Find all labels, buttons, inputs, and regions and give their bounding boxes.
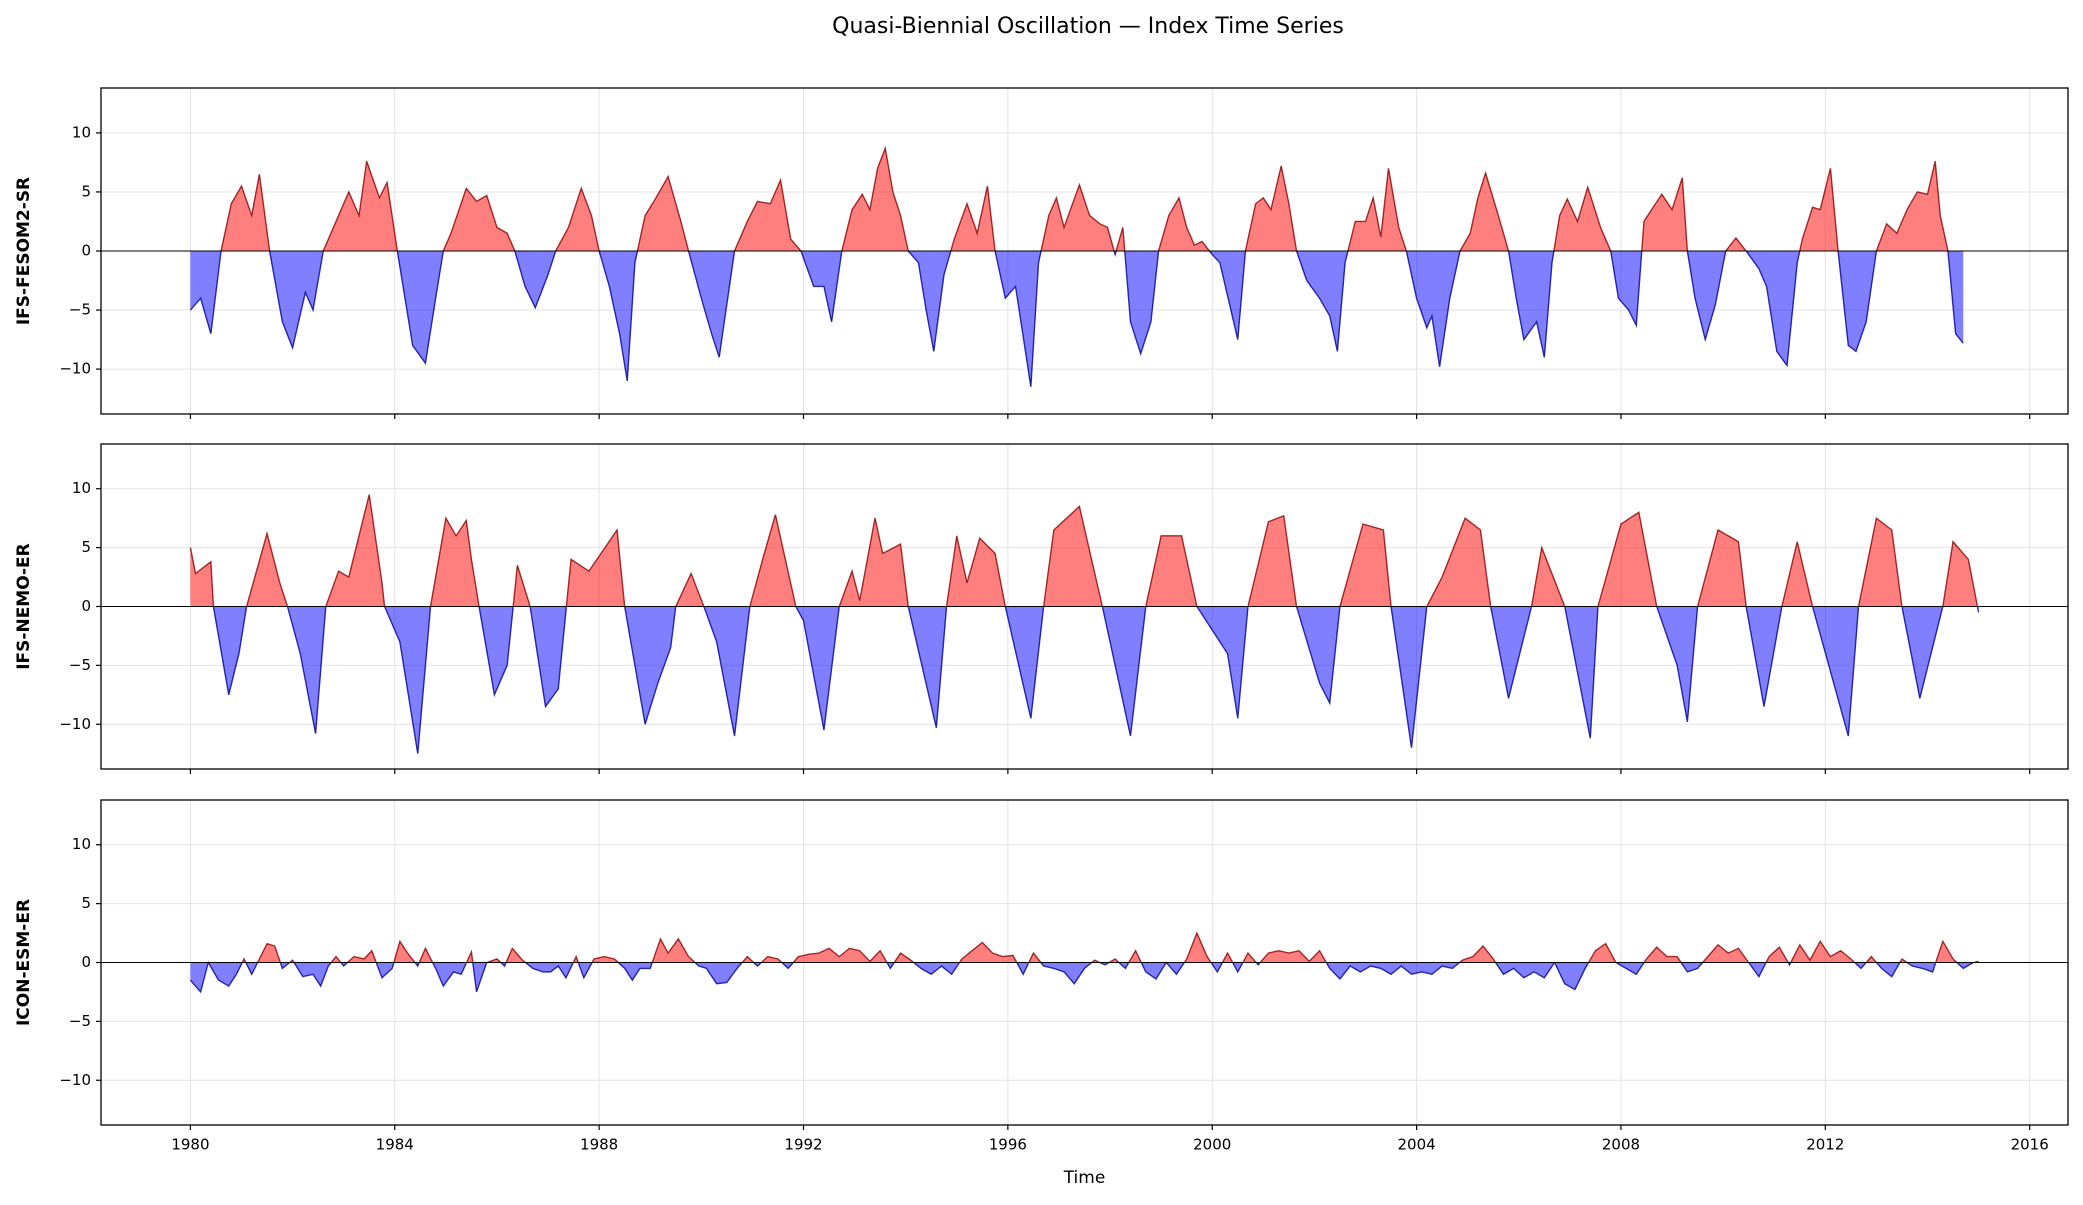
y-tick-label: −10 xyxy=(59,360,91,378)
x-tick-label: 2012 xyxy=(1806,1136,1844,1154)
positive-area xyxy=(190,494,1979,607)
positive-line xyxy=(220,145,1949,251)
negative-line xyxy=(189,962,1977,994)
x-tick-label: 2016 xyxy=(2011,1136,2049,1154)
x-tick-label: 1988 xyxy=(580,1136,618,1154)
y-tick-label: 0 xyxy=(81,953,91,971)
x-tick-label: 1980 xyxy=(171,1136,209,1154)
y-tick-label: −10 xyxy=(59,1071,91,1089)
figure-title: Quasi-Biennial Oscillation — Index Time … xyxy=(832,14,1344,39)
positive-line xyxy=(189,494,1979,607)
x-tick-label: 1992 xyxy=(784,1136,822,1154)
positive-line xyxy=(207,931,1979,963)
x-axis-label: Time xyxy=(1063,1168,1106,1188)
y-tick-label: 5 xyxy=(81,182,91,200)
positive-area xyxy=(190,148,1964,251)
y-tick-label: 0 xyxy=(81,597,91,615)
y-tick-label: 5 xyxy=(81,894,91,912)
y-axis-label: IFS-NEMO-ER xyxy=(14,543,34,670)
negative-area xyxy=(190,962,1979,992)
plot-frame xyxy=(100,799,2069,1126)
plot-frame xyxy=(100,87,2069,415)
y-tick-label: 10 xyxy=(72,123,91,141)
negative-area xyxy=(190,251,1964,387)
x-tick-label: 2004 xyxy=(1397,1136,1435,1154)
x-tick-label: 1984 xyxy=(376,1136,414,1154)
y-tick-label: −5 xyxy=(69,301,91,319)
y-tick-label: 10 xyxy=(72,479,91,497)
y-tick-label: −5 xyxy=(69,1012,91,1030)
y-axis-label: IFS-FESOM2-SR xyxy=(14,177,34,325)
x-tick-label: 2000 xyxy=(1193,1136,1231,1154)
y-tick-label: −5 xyxy=(69,656,91,674)
plot-frame xyxy=(100,443,2069,770)
y-tick-label: −10 xyxy=(59,715,91,733)
x-tick-label: 1996 xyxy=(989,1136,1027,1154)
x-tick-label: 2008 xyxy=(1602,1136,1640,1154)
y-axis-label: ICON-ESM-ER xyxy=(14,899,34,1026)
negative-area xyxy=(190,606,1979,754)
positive-area xyxy=(190,933,1979,963)
y-tick-label: 5 xyxy=(81,538,91,556)
y-tick-label: 0 xyxy=(81,242,91,260)
y-tick-label: 10 xyxy=(72,835,91,853)
